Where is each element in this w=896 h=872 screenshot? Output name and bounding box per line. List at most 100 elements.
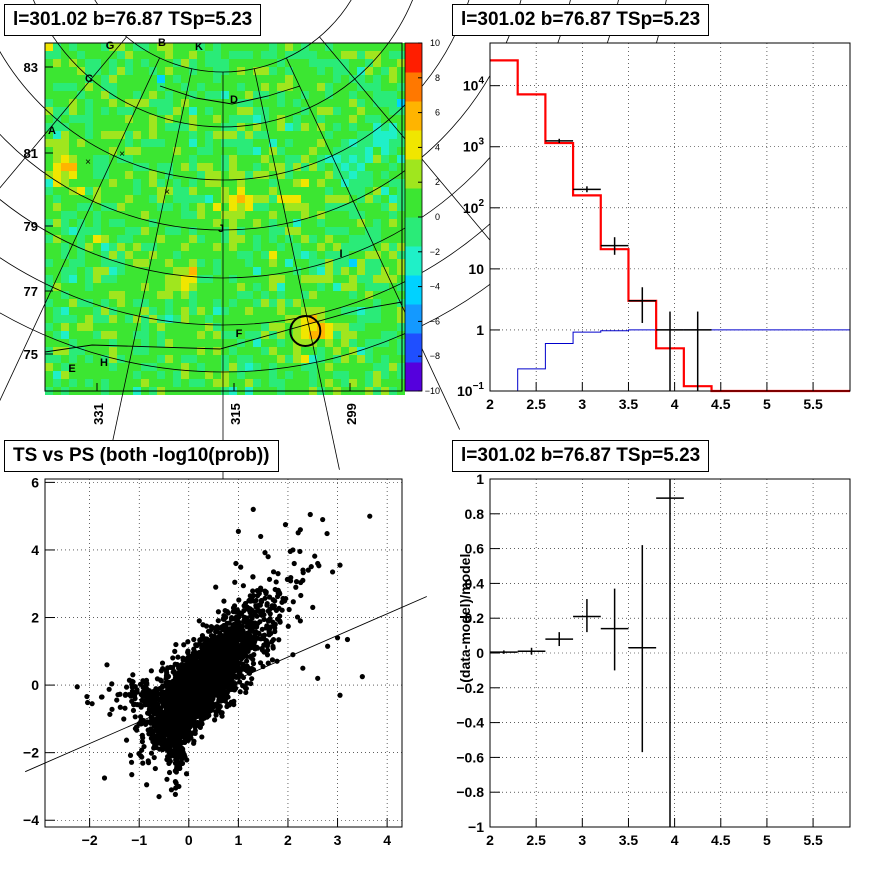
heatmap-cell [349,283,357,291]
heatmap-cell [117,75,125,83]
heatmap-cell [325,211,333,219]
heatmap-cell [253,323,261,331]
heatmap-cell [397,307,405,315]
heatmap-cell [189,307,197,315]
heatmap-cell [277,235,285,243]
heatmap-cell [165,275,173,283]
heatmap-cell [373,299,381,307]
heatmap-cell [341,163,349,171]
heatmap-cell [285,211,293,219]
heatmap-cell [285,323,293,331]
heatmap-cell [77,83,85,91]
heatmap-cell [181,171,189,179]
heatmap-cell [389,259,397,267]
heatmap-cell [197,291,205,299]
heatmap-cell [373,235,381,243]
heatmap-cell [317,51,325,59]
heatmap-cell [349,59,357,67]
heatmap-cell [253,259,261,267]
heatmap-cell [165,179,173,187]
heatmap-cell [245,283,253,291]
heatmap-cell [349,75,357,83]
heatmap-cell [53,307,61,315]
heatmap-cell [269,211,277,219]
heatmap-cell [333,115,341,123]
heatmap-cell [389,99,397,107]
heatmap-cell [381,91,389,99]
heatmap-cell [125,323,133,331]
heatmap-cell [277,163,285,171]
heatmap-cell [245,59,253,67]
heatmap-cell [309,155,317,163]
heatmap-cell [333,155,341,163]
heatmap-cell [133,363,141,371]
heatmap-cell [165,315,173,323]
scatter-point [267,594,273,600]
heatmap-cell [149,107,157,115]
heatmap-cell [341,203,349,211]
heatmap-cell [133,171,141,179]
heatmap-cell [277,171,285,179]
heatmap-cell [189,107,197,115]
heatmap-cell [77,275,85,283]
heatmap-cell [285,259,293,267]
latitude-line [94,0,352,73]
scatter-point [170,655,176,661]
heatmap-cell [181,147,189,155]
heatmap-cell [125,331,133,339]
scatter-point [276,637,282,643]
heatmap-cell [221,163,229,171]
heatmap-cell [293,235,301,243]
scatter-point [204,644,210,650]
scatter-point [123,737,130,743]
heatmap-cell [221,179,229,187]
heatmap-cell [197,75,205,83]
heatmap-cell [245,51,253,59]
heatmap-cell [125,115,133,123]
y-tick-label: 102 [463,198,485,216]
heatmap-cell [253,315,261,323]
heatmap-cell [269,283,277,291]
y-tick-label: 10−1 [457,381,484,399]
skymap-x-tick-label: 315 [228,403,243,425]
map-label-a: A [48,125,56,137]
heatmap-cell [277,283,285,291]
heatmap-cell [373,203,381,211]
skymap-x-tick-label: 299 [344,403,359,425]
heatmap-cell [261,59,269,67]
heatmap-cell [301,187,309,195]
heatmap-cell [45,275,53,283]
heatmap-cell [69,379,77,387]
heatmap-cell [181,131,189,139]
heatmap-cell [285,131,293,139]
heatmap-cell [125,67,133,75]
heatmap-cell [253,91,261,99]
heatmap-cell [149,243,157,251]
heatmap-cell [293,259,301,267]
heatmap-cell [293,299,301,307]
heatmap-cell [365,139,373,147]
heatmap-cell [245,171,253,179]
heatmap-cell [85,235,93,243]
heatmap-cell [357,155,365,163]
heatmap-cell [173,219,181,227]
heatmap-cell [293,363,301,371]
heatmap-cell [381,51,389,59]
heatmap-cell [333,99,341,107]
heatmap-cell [309,171,317,179]
heatmap-cell [357,235,365,243]
heatmap-cell [261,83,269,91]
heatmap-cell [149,155,157,163]
heatmap-cell [397,131,405,139]
heatmap-cell [357,355,365,363]
heatmap-cell [77,163,85,171]
heatmap-cell [293,283,301,291]
heatmap-cell [253,331,261,339]
heatmap-cell [341,355,349,363]
heatmap-cell [317,59,325,67]
heatmap-cell [157,107,165,115]
scatter-point [213,646,219,652]
heatmap-cell [261,267,269,275]
heatmap-cell [165,259,173,267]
